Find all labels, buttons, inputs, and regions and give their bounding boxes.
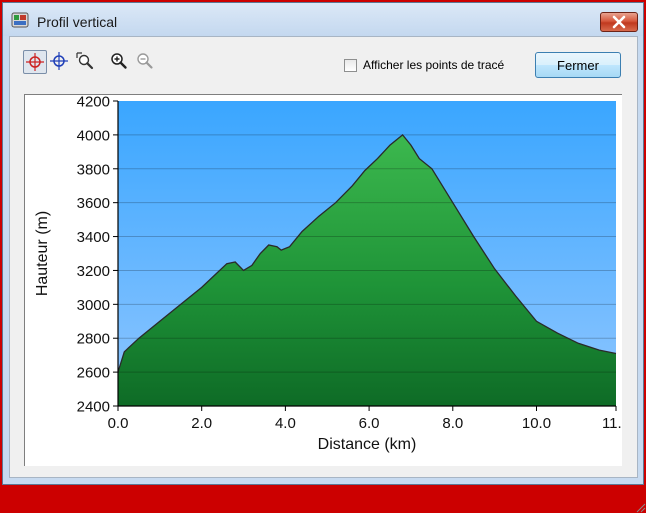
- y-tick-label: 3800: [77, 161, 110, 178]
- dialog-content: Afficher les points de tracé Fermer 4200…: [9, 36, 646, 513]
- x-tick-label: 6.0: [359, 415, 380, 432]
- show-points-label: Afficher les points de tracé: [363, 58, 505, 72]
- resize-grip-icon[interactable]: [634, 501, 646, 513]
- y-tick-label: 4200: [77, 95, 110, 111]
- y-tick-label: 3200: [77, 263, 110, 280]
- tool-select-point[interactable]: [23, 50, 47, 74]
- tool-zoom-in[interactable]: [108, 50, 132, 74]
- tool-crosshair[interactable]: [48, 50, 72, 74]
- zoom-in-icon: [111, 53, 127, 69]
- y-axis-label: Hauteur (m): [34, 211, 51, 296]
- show-points-checkbox[interactable]: [344, 58, 357, 72]
- zoom-area-icon: [76, 52, 94, 70]
- y-tick-label: 3000: [77, 297, 110, 314]
- y-tick-label: 2800: [77, 331, 110, 348]
- x-axis-label: Distance (km): [318, 436, 417, 453]
- app-icon: [11, 12, 29, 28]
- window-title: Profil vertical: [37, 14, 118, 30]
- y-tick-label: 4000: [77, 127, 110, 144]
- elevation-line: [117, 133, 617, 373]
- window-close-button[interactable]: [600, 12, 638, 32]
- y-tick-label: 2600: [77, 365, 110, 382]
- y-tick-label: 3600: [77, 195, 110, 212]
- x-tick-label: 11.9: [602, 415, 621, 432]
- show-points-option[interactable]: Afficher les points de tracé: [344, 58, 504, 72]
- x-tick-label: 2.0: [191, 415, 212, 432]
- y-tick-label: 3400: [77, 229, 110, 246]
- elevation-chart[interactable]: 4200 4000 3800 3600 3400 3200 3000 2800 2600 2400…: [25, 95, 621, 465]
- x-tick-label: 4.0: [275, 415, 296, 432]
- close-icon: [612, 15, 626, 29]
- tool-zoom-area[interactable]: [74, 50, 98, 74]
- x-tick-label: 0.0: [108, 415, 129, 432]
- x-tick-label: 8.0: [442, 415, 463, 432]
- tool-zoom-out[interactable]: [134, 50, 158, 74]
- crosshair-blue-icon: [50, 52, 68, 70]
- x-tick-label: 10.0: [522, 415, 551, 432]
- zoom-out-icon: [137, 53, 153, 69]
- elevation-area: [118, 134, 616, 406]
- crosshair-red-icon: [26, 53, 44, 71]
- y-tick-label: 2400: [77, 399, 110, 416]
- close-button[interactable]: Fermer: [535, 52, 621, 78]
- title-bar[interactable]: Profil vertical: [3, 3, 643, 36]
- elevation-chart-panel: 4200 4000 3800 3600 3400 3200 3000 2800 2600 2400…: [24, 94, 622, 466]
